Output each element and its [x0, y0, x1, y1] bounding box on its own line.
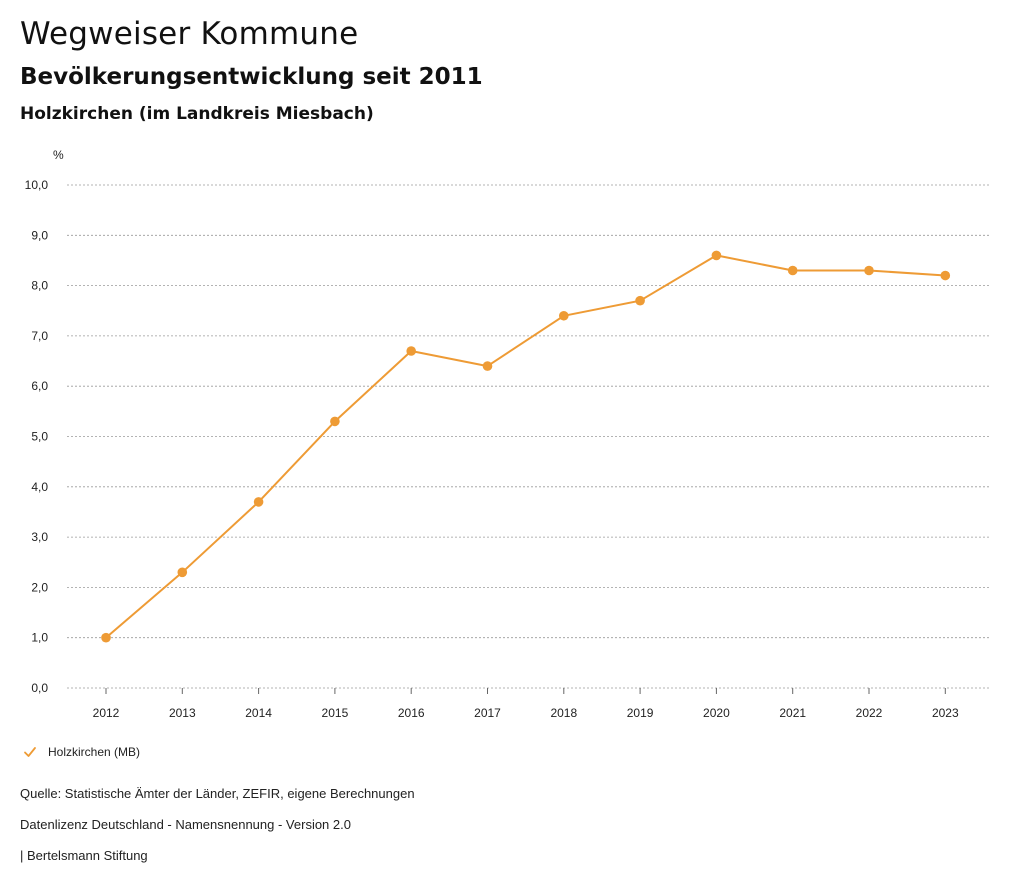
x-tick-label: 2019 [627, 706, 654, 720]
series-holzkirchen [101, 250, 951, 643]
x-axis-ticks: 2012 2013 2014 2015 2016 2017 2018 2019 2020 2021… [93, 688, 959, 720]
y-tick-label: 6,0 [31, 379, 48, 393]
data-point-2015[interactable] [330, 416, 340, 427]
data-point-2013[interactable] [177, 567, 188, 578]
x-tick-label: 2015 [322, 706, 349, 720]
y-tick-label: 10,0 [25, 178, 49, 192]
data-point-2017[interactable] [482, 361, 493, 371]
data-point-2021[interactable] [787, 265, 798, 276]
y-axis-unit-label: % [53, 148, 64, 162]
x-tick-label: 2021 [779, 706, 806, 720]
y-tick-label: 1,0 [31, 631, 48, 645]
legend-item-holzkirchen[interactable]: Holzkirchen (MB) [22, 744, 140, 760]
y-tick-label: 4,0 [31, 480, 48, 494]
x-tick-label: 2012 [93, 706, 120, 720]
data-point-2022[interactable] [864, 265, 874, 276]
x-tick-label: 2022 [856, 706, 883, 720]
y-tick-label: 8,0 [31, 279, 48, 293]
y-tick-label: 5,0 [31, 430, 48, 444]
legend-label: Holzkirchen (MB) [48, 745, 141, 759]
publisher-note: | Bertelsmann Stiftung [20, 848, 148, 863]
y-tick-label: 9,0 [31, 228, 48, 242]
data-point-2018[interactable] [559, 310, 569, 321]
y-tick-label: 7,0 [31, 329, 48, 343]
y-axis-ticks: 0,0 1,0 2,0 3,0 4,0 5,0 6,0 7,0 8,0 9,0 10,0 [25, 178, 49, 695]
y-tick-label: 3,0 [31, 530, 48, 544]
x-tick-label: 2016 [398, 706, 425, 720]
data-point-2019[interactable] [635, 295, 645, 306]
x-tick-label: 2017 [474, 706, 501, 720]
data-point-2012[interactable] [101, 632, 111, 643]
line-chart: % 0,0 1,0 2,0 3,0 4,0 5,0 6,0 7,0 8,0 9,0 10,0 201… [25, 148, 990, 720]
grid-lines [67, 184, 990, 689]
x-tick-label: 2023 [932, 706, 959, 720]
x-tick-label: 2020 [703, 706, 730, 720]
region-label: Holzkirchen (im Landkreis Miesbach) [20, 104, 374, 124]
license-note: Datenlizenz Deutschland - Namensnennung … [20, 817, 351, 832]
source-note: Quelle: Statistische Ämter der Länder, Z… [20, 786, 415, 801]
series-line [105, 254, 946, 639]
y-tick-label: 0,0 [31, 681, 48, 695]
x-tick-label: 2018 [550, 706, 577, 720]
data-point-2020[interactable] [711, 250, 722, 261]
data-point-2016[interactable] [406, 346, 417, 356]
page-title: Wegweiser Kommune [20, 16, 359, 52]
x-tick-label: 2013 [169, 706, 196, 720]
y-tick-label: 2,0 [31, 580, 48, 594]
x-tick-label: 2014 [245, 706, 272, 720]
data-point-2023[interactable] [940, 270, 951, 281]
data-point-2014[interactable] [253, 497, 264, 507]
chart-subtitle: Bevölkerungsentwicklung seit 2011 [20, 64, 483, 90]
checkmark-icon [24, 747, 36, 757]
